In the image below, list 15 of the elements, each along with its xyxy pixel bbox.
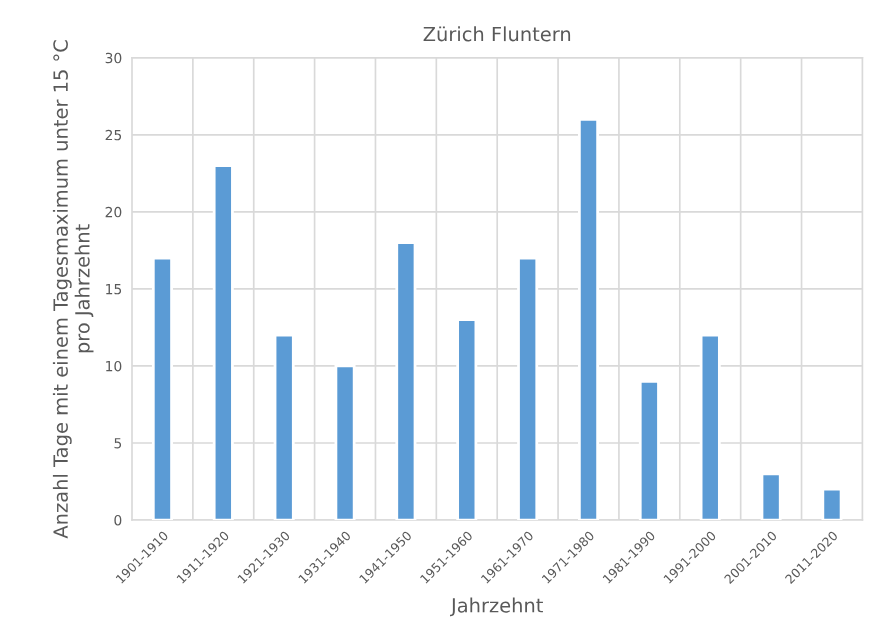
bar [699, 333, 721, 521]
bar [273, 333, 295, 521]
bar [334, 364, 356, 521]
bar [212, 164, 234, 521]
x-axis-title: Jahrzehnt [449, 597, 543, 617]
chart-title: Zürich Fluntern [423, 26, 571, 42]
bar [395, 241, 417, 521]
bar [517, 256, 539, 521]
bar [760, 472, 782, 521]
bar [456, 318, 478, 521]
y-axis-title: Anzahl Tage mit einem Tagesmaximum unter 15 °C pro Jahrzehnt [52, 40, 94, 539]
bar [638, 379, 660, 521]
bar [821, 487, 843, 521]
bar [151, 256, 173, 521]
bar [577, 118, 600, 521]
